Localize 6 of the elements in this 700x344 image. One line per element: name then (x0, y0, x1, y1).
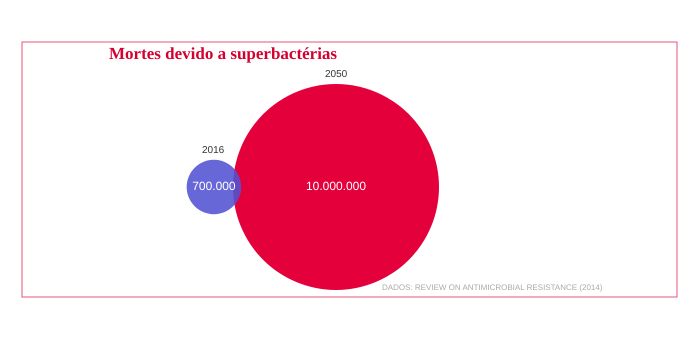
category-label: 2016 (202, 145, 225, 156)
text: Mortes devido a superbactérias (109, 44, 338, 63)
category-label: 2050 (325, 69, 348, 80)
data-label: 10.000.000 (306, 179, 366, 193)
data-label: 700.000 (192, 179, 236, 193)
text: DADOS: REVIEW ON ANTIMICROBIAL RESISTANCE (2014) (382, 283, 603, 292)
